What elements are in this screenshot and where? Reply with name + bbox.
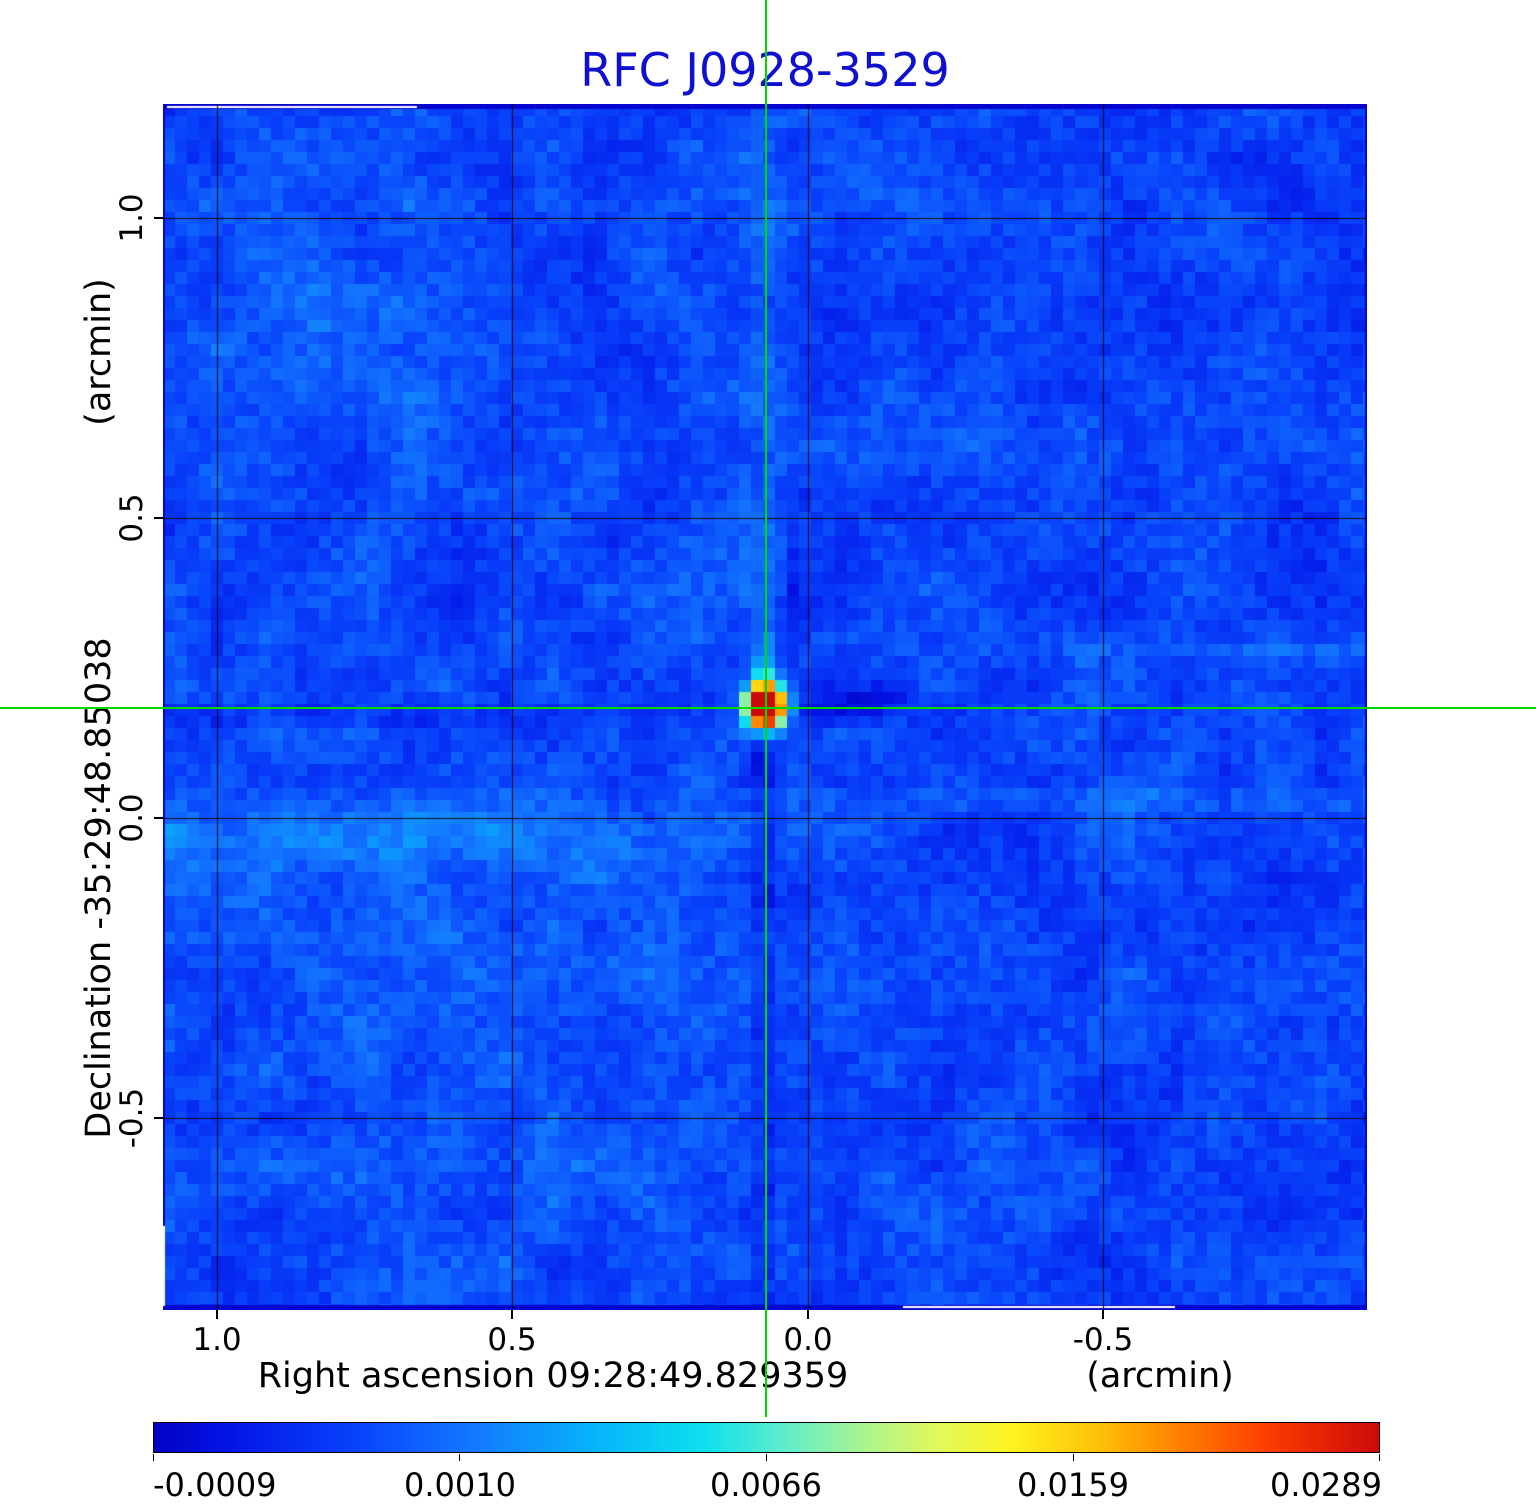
colorbar-tickmark	[1073, 1454, 1074, 1461]
colorbar-label-5: 0.0289	[1270, 1466, 1382, 1504]
x-tick-label-2: 0.5	[487, 1322, 537, 1358]
y-tick-label-1: 1.0	[114, 193, 150, 243]
y-axis-title: Declination -35:29:48.85038	[79, 637, 119, 1139]
y-axis-unit-label: (arcmin)	[79, 278, 119, 426]
crosshair-horizontal-line	[0, 707, 1536, 709]
y-tickmark	[154, 1117, 163, 1119]
colorbar	[153, 1422, 1380, 1453]
x-tick-label-1: 1.0	[192, 1322, 242, 1358]
colorbar-tickmark	[766, 1454, 767, 1461]
colorbar-label-1: -0.0009	[153, 1466, 277, 1504]
y-tickmark	[154, 817, 163, 819]
colorbar-label-3: 0.0066	[710, 1466, 822, 1504]
x-axis-unit-label: (arcmin)	[1086, 1356, 1234, 1396]
y-tick-label-4: -0.5	[114, 1087, 150, 1149]
colorbar-tickmark	[459, 1454, 460, 1461]
y-tick-label-2: 0.5	[114, 493, 150, 543]
colorbar-tickmark	[153, 1454, 154, 1461]
x-axis-title: Right ascension 09:28:49.829359	[257, 1356, 849, 1396]
x-tick-label-3: 0.0	[783, 1322, 833, 1358]
y-tickmark	[154, 517, 163, 519]
y-tickmark	[154, 217, 163, 219]
x-tickmark	[511, 1310, 513, 1319]
y-tick-label-3: 0.0	[114, 793, 150, 843]
x-tickmark	[1102, 1310, 1104, 1319]
colorbar-tickmark	[1379, 1454, 1380, 1461]
x-tick-label-4: -0.5	[1072, 1322, 1134, 1358]
colorbar-label-4: 0.0159	[1017, 1466, 1129, 1504]
colorbar-label-2: 0.0010	[404, 1466, 516, 1504]
x-tickmark	[216, 1310, 218, 1319]
x-tickmark	[807, 1310, 809, 1319]
